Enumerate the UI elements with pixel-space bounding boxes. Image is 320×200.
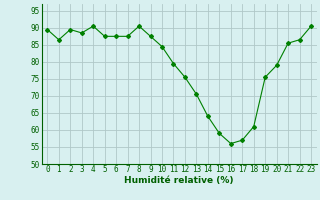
X-axis label: Humidité relative (%): Humidité relative (%) (124, 176, 234, 185)
